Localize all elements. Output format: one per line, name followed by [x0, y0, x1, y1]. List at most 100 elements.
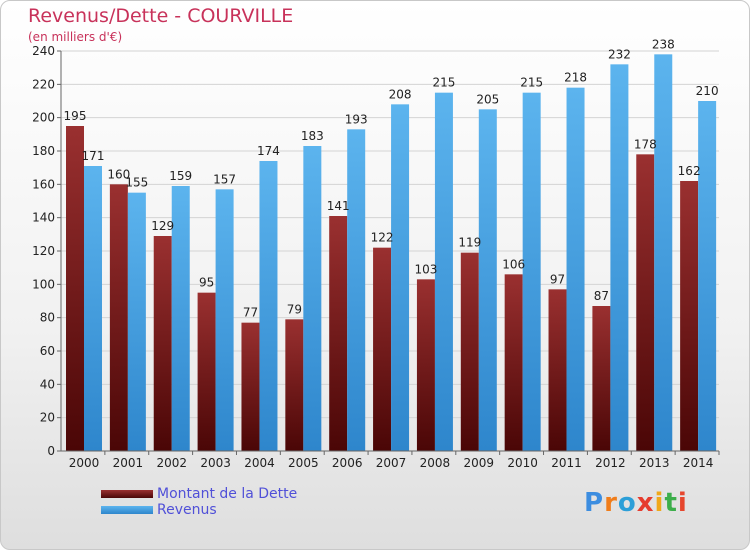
bar-revenus: [522, 92, 541, 452]
y-tick-label: 240: [32, 44, 55, 58]
bar-revenus: [391, 104, 410, 451]
data-label-dette: 141: [327, 199, 350, 213]
bar-dette: [329, 216, 348, 451]
data-label-dette: 103: [414, 262, 437, 276]
logo-letter: i: [677, 488, 688, 518]
data-label-dette: 79: [287, 302, 302, 316]
bar-dette: [548, 289, 567, 451]
proxiti-logo: Proxiti: [584, 488, 688, 518]
x-tick-label: 2010: [507, 456, 538, 470]
bar-revenus: [610, 64, 629, 452]
data-label-revenus: 215: [520, 76, 543, 90]
x-tick-label: 2004: [244, 456, 275, 470]
bar-revenus: [347, 129, 366, 452]
x-tick-label: 2012: [595, 456, 626, 470]
x-tick-label: 2005: [288, 456, 319, 470]
bar-dette: [680, 181, 699, 451]
y-tick-label: 20: [40, 411, 55, 425]
y-tick-label: 40: [40, 377, 55, 391]
data-label-revenus: 232: [608, 47, 631, 61]
bar-revenus: [698, 101, 717, 451]
data-label-dette: 129: [151, 219, 174, 233]
y-tick-label: 220: [32, 77, 55, 91]
bar-revenus: [303, 146, 322, 451]
bar-revenus: [566, 87, 585, 452]
y-tick-label: 180: [32, 144, 55, 158]
bar-revenus: [259, 161, 278, 451]
x-tick-label: 2009: [464, 456, 495, 470]
bar-revenus: [171, 186, 190, 451]
x-tick-label: 2001: [113, 456, 144, 470]
data-label-revenus: 155: [125, 176, 148, 190]
data-label-dette: 160: [107, 167, 130, 181]
logo-letter: o: [617, 488, 637, 518]
bar-dette: [109, 184, 128, 452]
legend-swatch-revenus: [101, 506, 153, 514]
data-label-revenus: 183: [301, 129, 324, 143]
data-label-revenus: 205: [476, 92, 499, 106]
data-label-revenus: 215: [432, 76, 455, 90]
logo-letter: r: [604, 488, 618, 518]
x-tick-label: 2014: [683, 456, 714, 470]
y-tick-label: 140: [32, 211, 55, 225]
data-label-dette: 87: [594, 289, 609, 303]
x-tick-label: 2003: [200, 456, 231, 470]
bar-dette: [504, 274, 523, 451]
legend-label-dette: Montant de la Dette: [157, 486, 298, 502]
logo-letter: t: [664, 488, 678, 518]
bar-dette: [285, 319, 304, 451]
bar-dette: [197, 292, 216, 451]
data-label-revenus: 210: [696, 84, 719, 98]
bar-revenus: [84, 166, 102, 451]
data-label-dette: 77: [243, 306, 258, 320]
logo-letter: P: [584, 488, 605, 518]
y-tick-label: 100: [32, 277, 55, 291]
y-tick-label: 160: [32, 177, 55, 191]
data-label-dette: 122: [371, 231, 394, 245]
y-tick-label: 0: [47, 444, 55, 458]
data-label-dette: 95: [199, 276, 214, 290]
data-label-revenus: 208: [389, 87, 412, 101]
bar-dette: [592, 306, 611, 451]
data-label-dette: 178: [634, 137, 657, 151]
y-tick-label: 80: [40, 311, 55, 325]
x-tick-label: 2007: [376, 456, 407, 470]
x-tick-label: 2008: [420, 456, 451, 470]
bar-dette: [460, 252, 479, 451]
chart-subtitle: (en milliers d'€): [28, 30, 123, 44]
bar-dette: [153, 236, 172, 451]
bar-revenus: [478, 109, 497, 451]
data-label-dette: 162: [678, 164, 701, 178]
y-tick-label: 200: [32, 111, 55, 125]
data-label-revenus: 238: [652, 37, 675, 51]
data-label-revenus: 218: [564, 71, 587, 85]
data-label-revenus: 159: [169, 169, 192, 183]
bar-revenus: [434, 92, 453, 452]
bar-dette: [241, 322, 260, 451]
data-label-revenus: 157: [213, 172, 236, 186]
bar-dette: [373, 247, 392, 451]
bar-revenus: [215, 189, 234, 452]
y-tick-label: 120: [32, 244, 55, 258]
data-label-revenus: 174: [257, 144, 280, 158]
data-label-dette: 97: [550, 272, 565, 286]
bar-dette: [416, 279, 435, 451]
data-label-dette: 119: [458, 236, 481, 250]
logo-letter: i: [654, 488, 665, 518]
x-tick-label: 2011: [551, 456, 582, 470]
data-label-dette: 195: [64, 109, 87, 123]
x-tick-label: 2000: [69, 456, 100, 470]
x-tick-label: 2013: [639, 456, 670, 470]
data-label-dette: 106: [502, 257, 525, 271]
legend-swatch-dette: [101, 490, 153, 498]
chart-title: Revenus/Dette - COURVILLE: [28, 5, 294, 27]
bar-dette: [636, 154, 655, 452]
legend-label-revenus: Revenus: [157, 502, 217, 518]
data-label-revenus: 193: [345, 112, 368, 126]
data-label-revenus: 171: [82, 149, 105, 163]
bar-revenus: [654, 54, 673, 451]
x-tick-label: 2002: [156, 456, 187, 470]
bar-revenus: [127, 192, 146, 451]
